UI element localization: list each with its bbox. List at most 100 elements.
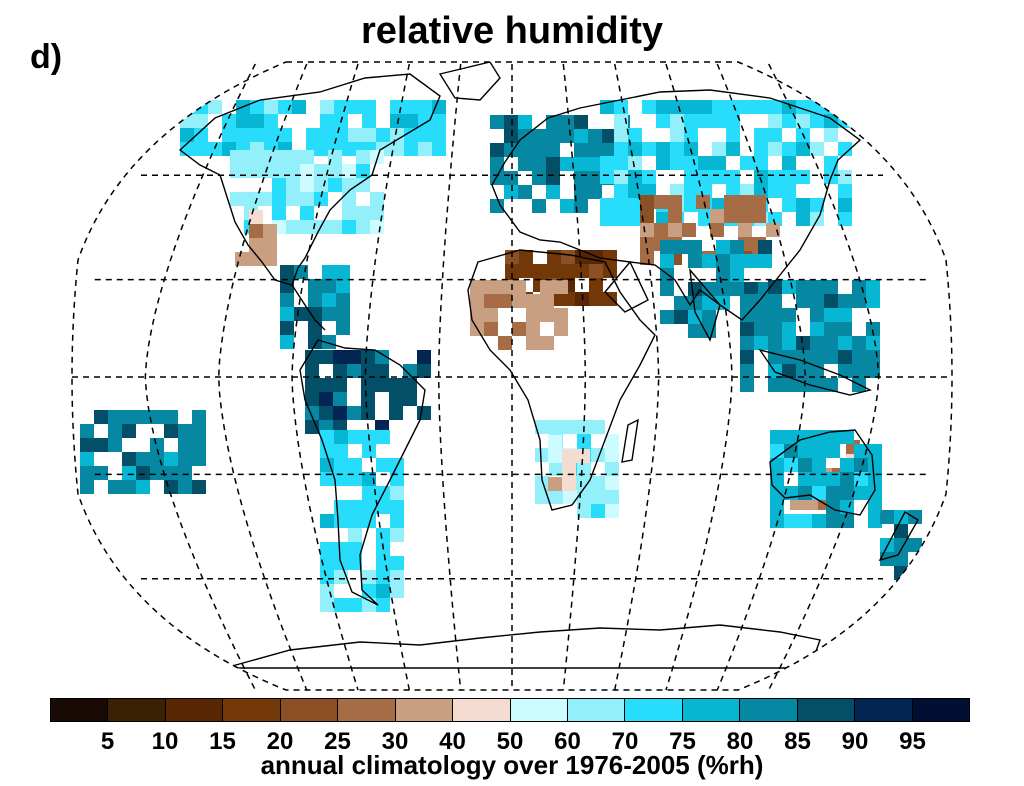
humidity-cell: [554, 280, 568, 294]
humidity-cell: [768, 184, 782, 198]
humidity-cell: [614, 184, 628, 198]
humidity-cell: [348, 556, 362, 570]
humidity-cell: [591, 490, 605, 504]
colorbar-swatch: [51, 699, 109, 721]
humidity-cell: [726, 142, 740, 156]
humidity-cell: [744, 254, 758, 268]
humidity-cell: [308, 279, 322, 293]
humidity-cell: [319, 350, 333, 364]
humidity-cell: [300, 164, 314, 178]
colorbar-swatch: [912, 699, 969, 721]
humidity-cell: [754, 156, 768, 170]
humidity-cell: [328, 164, 342, 178]
humidity-cell: [300, 150, 314, 164]
humidity-cell: [249, 252, 263, 266]
humidity-cell: [754, 294, 768, 308]
humidity-cell: [710, 209, 724, 223]
humidity-cell: [684, 114, 698, 128]
humidity-cell: [342, 220, 356, 234]
humidity-cell: [342, 192, 356, 206]
colorbar-tick-label: 25: [324, 728, 351, 755]
humidity-cell: [308, 321, 322, 335]
humidity-cell: [361, 406, 375, 420]
humidity-cell: [768, 114, 782, 128]
humidity-cell: [535, 476, 549, 490]
humidity-cell: [908, 566, 922, 580]
humidity-cell: [80, 452, 94, 466]
humidity-cell: [320, 444, 334, 458]
humidity-cell: [432, 142, 446, 156]
humidity-cell: [798, 430, 812, 444]
humidity-cell: [768, 212, 782, 226]
humidity-cell: [838, 364, 852, 378]
humidity-cell: [603, 292, 617, 306]
humidity-cell: [418, 128, 432, 142]
humidity-cell: [824, 308, 838, 322]
humidity-cell: [614, 142, 628, 156]
humidity-cell: [840, 472, 854, 486]
humidity-cell: [796, 336, 810, 350]
humidity-cell: [782, 142, 796, 156]
humidity-cell: [546, 185, 560, 199]
humidity-cell: [628, 198, 642, 212]
humidity-cell: [838, 198, 852, 212]
humidity-cell: [361, 350, 375, 364]
humidity-cell: [796, 280, 810, 294]
colorbar-tick-label: 15: [209, 728, 236, 755]
humidity-cell: [752, 209, 766, 223]
humidity-cell: [754, 308, 768, 322]
humidity-cell: [272, 206, 286, 220]
humidity-cell: [698, 100, 712, 114]
meridian-line: [364, 63, 411, 691]
humidity-cell: [348, 542, 362, 556]
humidity-cell: [356, 220, 370, 234]
humidity-cell: [376, 570, 390, 584]
humidity-cell: [320, 100, 334, 114]
humidity-cell: [574, 171, 588, 185]
humidity-cell: [504, 171, 518, 185]
humidity-cell: [178, 480, 192, 494]
humidity-cell: [532, 129, 546, 143]
humidity-cell: [724, 195, 738, 209]
humidity-cell: [484, 280, 498, 294]
humidity-cell: [264, 100, 278, 114]
humidity-cell: [740, 156, 754, 170]
humidity-cell: [812, 472, 826, 486]
humidity-cell: [505, 264, 519, 278]
humidity-cell: [136, 480, 150, 494]
humidity-cell: [286, 150, 300, 164]
humidity-cell: [194, 128, 208, 142]
humidity-cell: [768, 308, 782, 322]
humidity-cell: [796, 364, 810, 378]
humidity-cell: [361, 378, 375, 392]
humidity-cell: [258, 164, 272, 178]
humidity-cell: [305, 350, 319, 364]
humidity-cell: [484, 294, 498, 308]
humidity-cell: [670, 100, 684, 114]
humidity-cell: [740, 100, 754, 114]
humidity-cell: [591, 504, 605, 518]
humidity-cell: [642, 170, 656, 184]
humidity-cell: [810, 114, 824, 128]
humidity-cell: [504, 143, 518, 157]
humidity-cell: [880, 510, 894, 524]
humidity-cell: [263, 238, 277, 252]
humidity-cell: [470, 294, 484, 308]
humidity-cell: [470, 308, 484, 322]
humidity-cell: [136, 452, 150, 466]
humidity-cell: [588, 185, 602, 199]
humidity-cell: [674, 310, 688, 324]
colorbar-swatch: [567, 699, 626, 721]
humidity-cell: [782, 170, 796, 184]
humidity-cell: [824, 280, 838, 294]
north-america-outline: [178, 73, 441, 286]
humidity-cell: [230, 164, 244, 178]
humidity-cell: [300, 220, 314, 234]
humidity-cell: [654, 223, 668, 237]
humidity-cell: [322, 307, 336, 321]
humidity-cell: [758, 240, 772, 254]
humidity-cell: [258, 192, 272, 206]
humidity-cell: [866, 294, 880, 308]
humidity-cell: [272, 192, 286, 206]
humidity-cell: [546, 157, 560, 171]
